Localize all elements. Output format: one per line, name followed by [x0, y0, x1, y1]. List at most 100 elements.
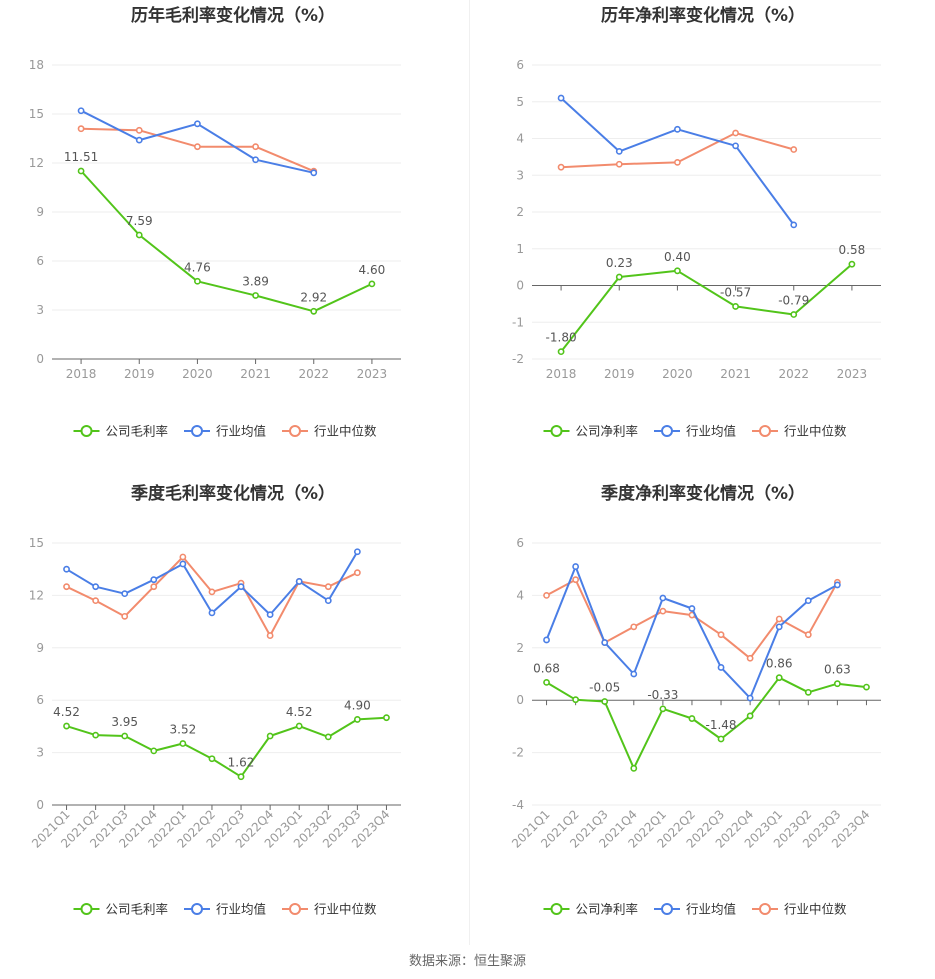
- y-tick-label: 6: [36, 254, 44, 268]
- chart-annual-net-margin: 历年净利率变化情况（%） -2 -1 0 1 2 3 4 5 6 2018 2019 2020 2021 2…: [470, 0, 935, 470]
- series-line-0: [560, 263, 853, 353]
- series-line-0: [545, 676, 867, 770]
- legend-label: 行业中位数: [314, 424, 377, 439]
- data-label: 3.95: [111, 715, 138, 729]
- x-tick-label: 2019: [604, 367, 635, 381]
- data-point-0: [732, 303, 739, 310]
- data-point-0: [121, 732, 129, 740]
- data-point-2: [804, 631, 812, 639]
- data-point-2: [630, 623, 638, 631]
- data-point-2: [121, 612, 129, 620]
- data-point-0: [368, 280, 376, 288]
- chart-annual-net-margin-svg: 历年净利率变化情况（%） -2 -1 0 1 2 3 4 5 6 2018 2019 2020 2021 2…: [512, 5, 881, 439]
- y-tick-label: 2: [516, 205, 524, 219]
- data-label: 3.52: [170, 723, 197, 737]
- data-point-1: [659, 594, 667, 602]
- chart-title: 季度毛利率变化情况（%）: [131, 483, 335, 504]
- data-label: -1.48: [706, 718, 737, 732]
- x-tick-label: 2018: [546, 367, 577, 381]
- data-point-2: [252, 143, 259, 151]
- x-tick-label: 2020: [662, 367, 693, 381]
- data-point-2: [732, 129, 739, 137]
- legend-marker: [80, 425, 93, 437]
- legend-label: 行业均值: [216, 902, 266, 917]
- data-point-0: [135, 231, 143, 239]
- x-tick-label: 2021: [240, 367, 271, 381]
- data-point-0: [790, 311, 798, 318]
- data-point-2: [77, 125, 85, 133]
- data-point-1: [179, 560, 187, 568]
- data-point-0: [717, 735, 725, 743]
- data-point-0: [208, 755, 216, 763]
- data-label: 0.86: [766, 657, 793, 671]
- legend-item-1: 行业均值: [184, 902, 266, 917]
- y-tick-label: 2: [516, 641, 524, 655]
- data-point-2: [324, 583, 332, 591]
- legend-item-1: 行业均值: [654, 902, 736, 917]
- data-point-2: [572, 576, 580, 584]
- data-point-0: [353, 716, 361, 723]
- legend-item-2: 行业中位数: [752, 424, 847, 439]
- legend-item-0: 公司毛利率: [73, 424, 169, 439]
- data-point-2: [135, 126, 143, 134]
- data-point-1: [135, 136, 143, 144]
- y-tick-label: 1: [516, 242, 524, 256]
- y-tick-label: 9: [36, 641, 44, 655]
- data-point-2: [266, 632, 274, 639]
- data-label: 0.23: [606, 256, 633, 270]
- chart-title: 历年净利率变化情况（%）: [601, 5, 805, 26]
- data-point-0: [804, 688, 812, 696]
- legend-label: 行业中位数: [784, 424, 847, 439]
- y-tick-label: 3: [36, 303, 44, 317]
- data-point-1: [63, 565, 70, 573]
- legend-marker: [289, 425, 301, 437]
- data-source-footer: 数据来源：恒生聚源: [408, 954, 526, 969]
- data-label: -0.57: [720, 285, 751, 299]
- y-tick-label: 0: [516, 279, 524, 293]
- data-label: 4.52: [286, 705, 313, 719]
- legend-label: 行业均值: [686, 902, 736, 917]
- legend-label: 公司毛利率: [106, 424, 169, 439]
- data-label: -0.05: [589, 681, 620, 695]
- data-label: 11.51: [64, 150, 98, 164]
- data-point-1: [601, 639, 609, 646]
- chart-quarterly-gross-margin-svg: 季度毛利率变化情况（%）036912152021Q12021Q22021Q320…: [29, 483, 401, 917]
- data-point-0: [92, 731, 100, 739]
- chart-title: 季度净利率变化情况（%）: [601, 483, 805, 504]
- x-tick-label: 2019: [124, 367, 155, 381]
- legend-marker: [661, 425, 673, 437]
- y-tick-label: 12: [29, 156, 44, 170]
- data-point-2: [208, 588, 216, 596]
- data-point-0: [601, 698, 609, 705]
- legend-marker: [191, 903, 203, 915]
- data-point-2: [717, 631, 725, 639]
- y-tick-label: -1: [512, 315, 524, 329]
- data-point-2: [775, 615, 783, 623]
- data-label: 0.58: [839, 243, 866, 257]
- data-label: 4.90: [344, 698, 371, 712]
- data-point-1: [353, 548, 361, 556]
- legend-label: 公司净利率: [576, 424, 639, 439]
- y-tick-label: 15: [29, 536, 44, 550]
- x-tick-label: 2023: [357, 367, 388, 381]
- y-tick-label: 5: [516, 95, 524, 109]
- series-line-2: [546, 578, 839, 660]
- data-point-2: [790, 146, 798, 153]
- y-tick-label: 0: [516, 693, 524, 707]
- data-point-1: [150, 576, 158, 584]
- data-point-0: [746, 712, 754, 720]
- data-label: -0.33: [647, 688, 678, 702]
- data-point-2: [92, 597, 100, 605]
- y-tick-label: 3: [516, 168, 524, 182]
- data-point-0: [194, 277, 201, 285]
- y-tick-label: 0: [36, 798, 44, 812]
- data-point-0: [557, 348, 565, 356]
- legend-marker: [759, 425, 771, 437]
- chart-quarterly-gross-margin: 季度毛利率变化情况（%） 0 3 6 9 12 15 2021Q1 2021Q2 2021Q3 20…: [0, 478, 466, 948]
- x-tick-label: 2018: [66, 367, 97, 381]
- y-tick-label: 6: [36, 693, 44, 707]
- data-point-1: [717, 664, 725, 671]
- legend-marker: [191, 425, 203, 437]
- data-label: -1.80: [546, 331, 577, 345]
- data-point-1: [557, 94, 565, 102]
